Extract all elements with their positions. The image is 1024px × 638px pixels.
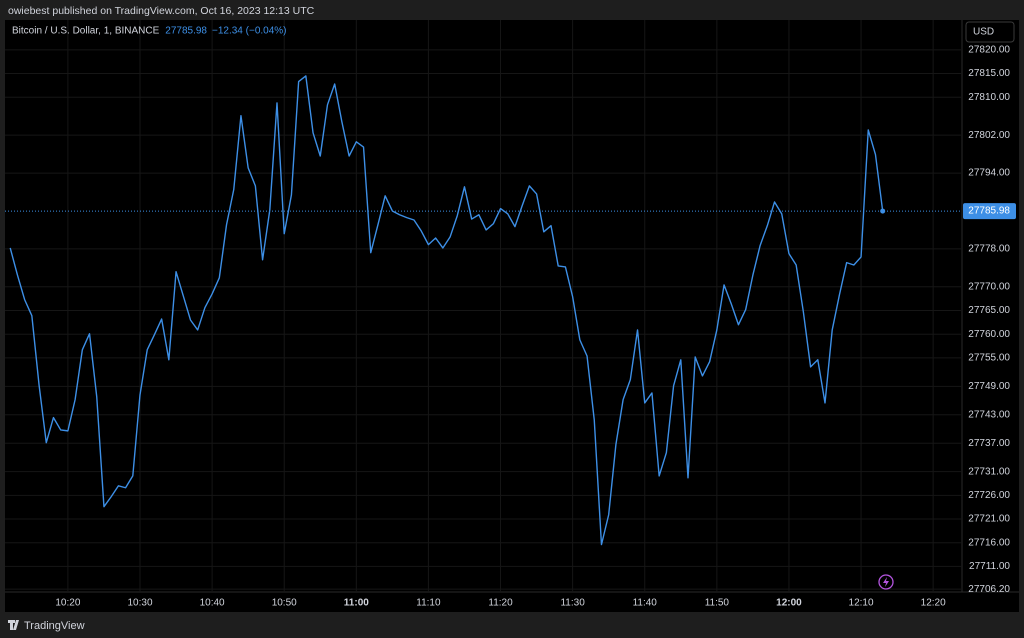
legend-price: 27785.98	[165, 26, 207, 37]
x-tick-label: 11:10	[416, 598, 441, 609]
x-tick-label: 12:00	[776, 598, 802, 609]
y-tick-label: 27765.00	[968, 305, 1010, 316]
y-tick-label: 27743.00	[968, 409, 1010, 420]
price-tag-label: 27785.98	[968, 206, 1010, 217]
y-tick-label: 27716.00	[968, 537, 1010, 548]
y-tick-label: 27721.00	[968, 514, 1010, 525]
legend-change: −12.34 (−0.04%)	[212, 26, 287, 37]
y-tick-label: 27820.00	[968, 44, 1010, 55]
x-tick-label: 11:30	[560, 598, 585, 609]
x-tick-label: 10:40	[200, 598, 225, 609]
y-tick-label: 27778.00	[968, 244, 1010, 255]
plot	[5, 75, 962, 546]
chart-area	[5, 20, 1019, 612]
y-tick-label: 27794.00	[968, 168, 1010, 179]
attribution: owiebest published on TradingView.com, O…	[8, 5, 315, 17]
currency-label[interactable]: USD	[973, 27, 994, 38]
x-tick-label: 10:30	[127, 598, 152, 609]
x-tick-label: 12:20	[921, 598, 946, 609]
series-legend: Bitcoin / U.S. Dollar, 1, BINANCE	[12, 26, 160, 37]
x-tick-label: 12:10	[849, 598, 874, 609]
y-tick-label: 27711.00	[969, 561, 1010, 572]
x-tick-label: 10:20	[55, 598, 80, 609]
labels: 27820.00 27815.00 27810.00 27802.00 27794.00…	[55, 44, 1016, 609]
brand-logo[interactable]	[8, 620, 19, 630]
y-tick-label: 27770.00	[968, 281, 1010, 292]
y-tick-label: 27737.00	[968, 438, 1010, 449]
grid	[5, 20, 962, 592]
x-tick-label: 11:20	[488, 598, 513, 609]
y-tick-label: 27755.00	[968, 353, 1010, 364]
last-point	[880, 208, 886, 214]
y-tick-label: 27810.00	[968, 92, 1010, 103]
price-line	[9, 75, 884, 546]
y-tick-label: 27706.20	[968, 584, 1010, 595]
brand-name[interactable]: TradingView	[24, 620, 85, 632]
x-tick-label: 11:50	[705, 598, 730, 609]
x-tick-label: 10:50	[272, 598, 297, 609]
y-tick-label: 27726.00	[968, 490, 1010, 501]
y-tick-label: 27731.00	[968, 466, 1010, 477]
currency-box[interactable]	[965, 21, 1015, 43]
x-tick-label: 11:00	[344, 598, 369, 609]
y-tick-label: 27815.00	[968, 68, 1010, 79]
lightning-icon[interactable]	[878, 574, 894, 590]
x-tick-label: 11:40	[633, 598, 658, 609]
y-tick-label: 27749.00	[968, 381, 1010, 392]
price-tag	[963, 203, 1016, 220]
y-tick-label: 27802.00	[968, 130, 1010, 141]
y-tick-label: 27760.00	[968, 329, 1010, 340]
